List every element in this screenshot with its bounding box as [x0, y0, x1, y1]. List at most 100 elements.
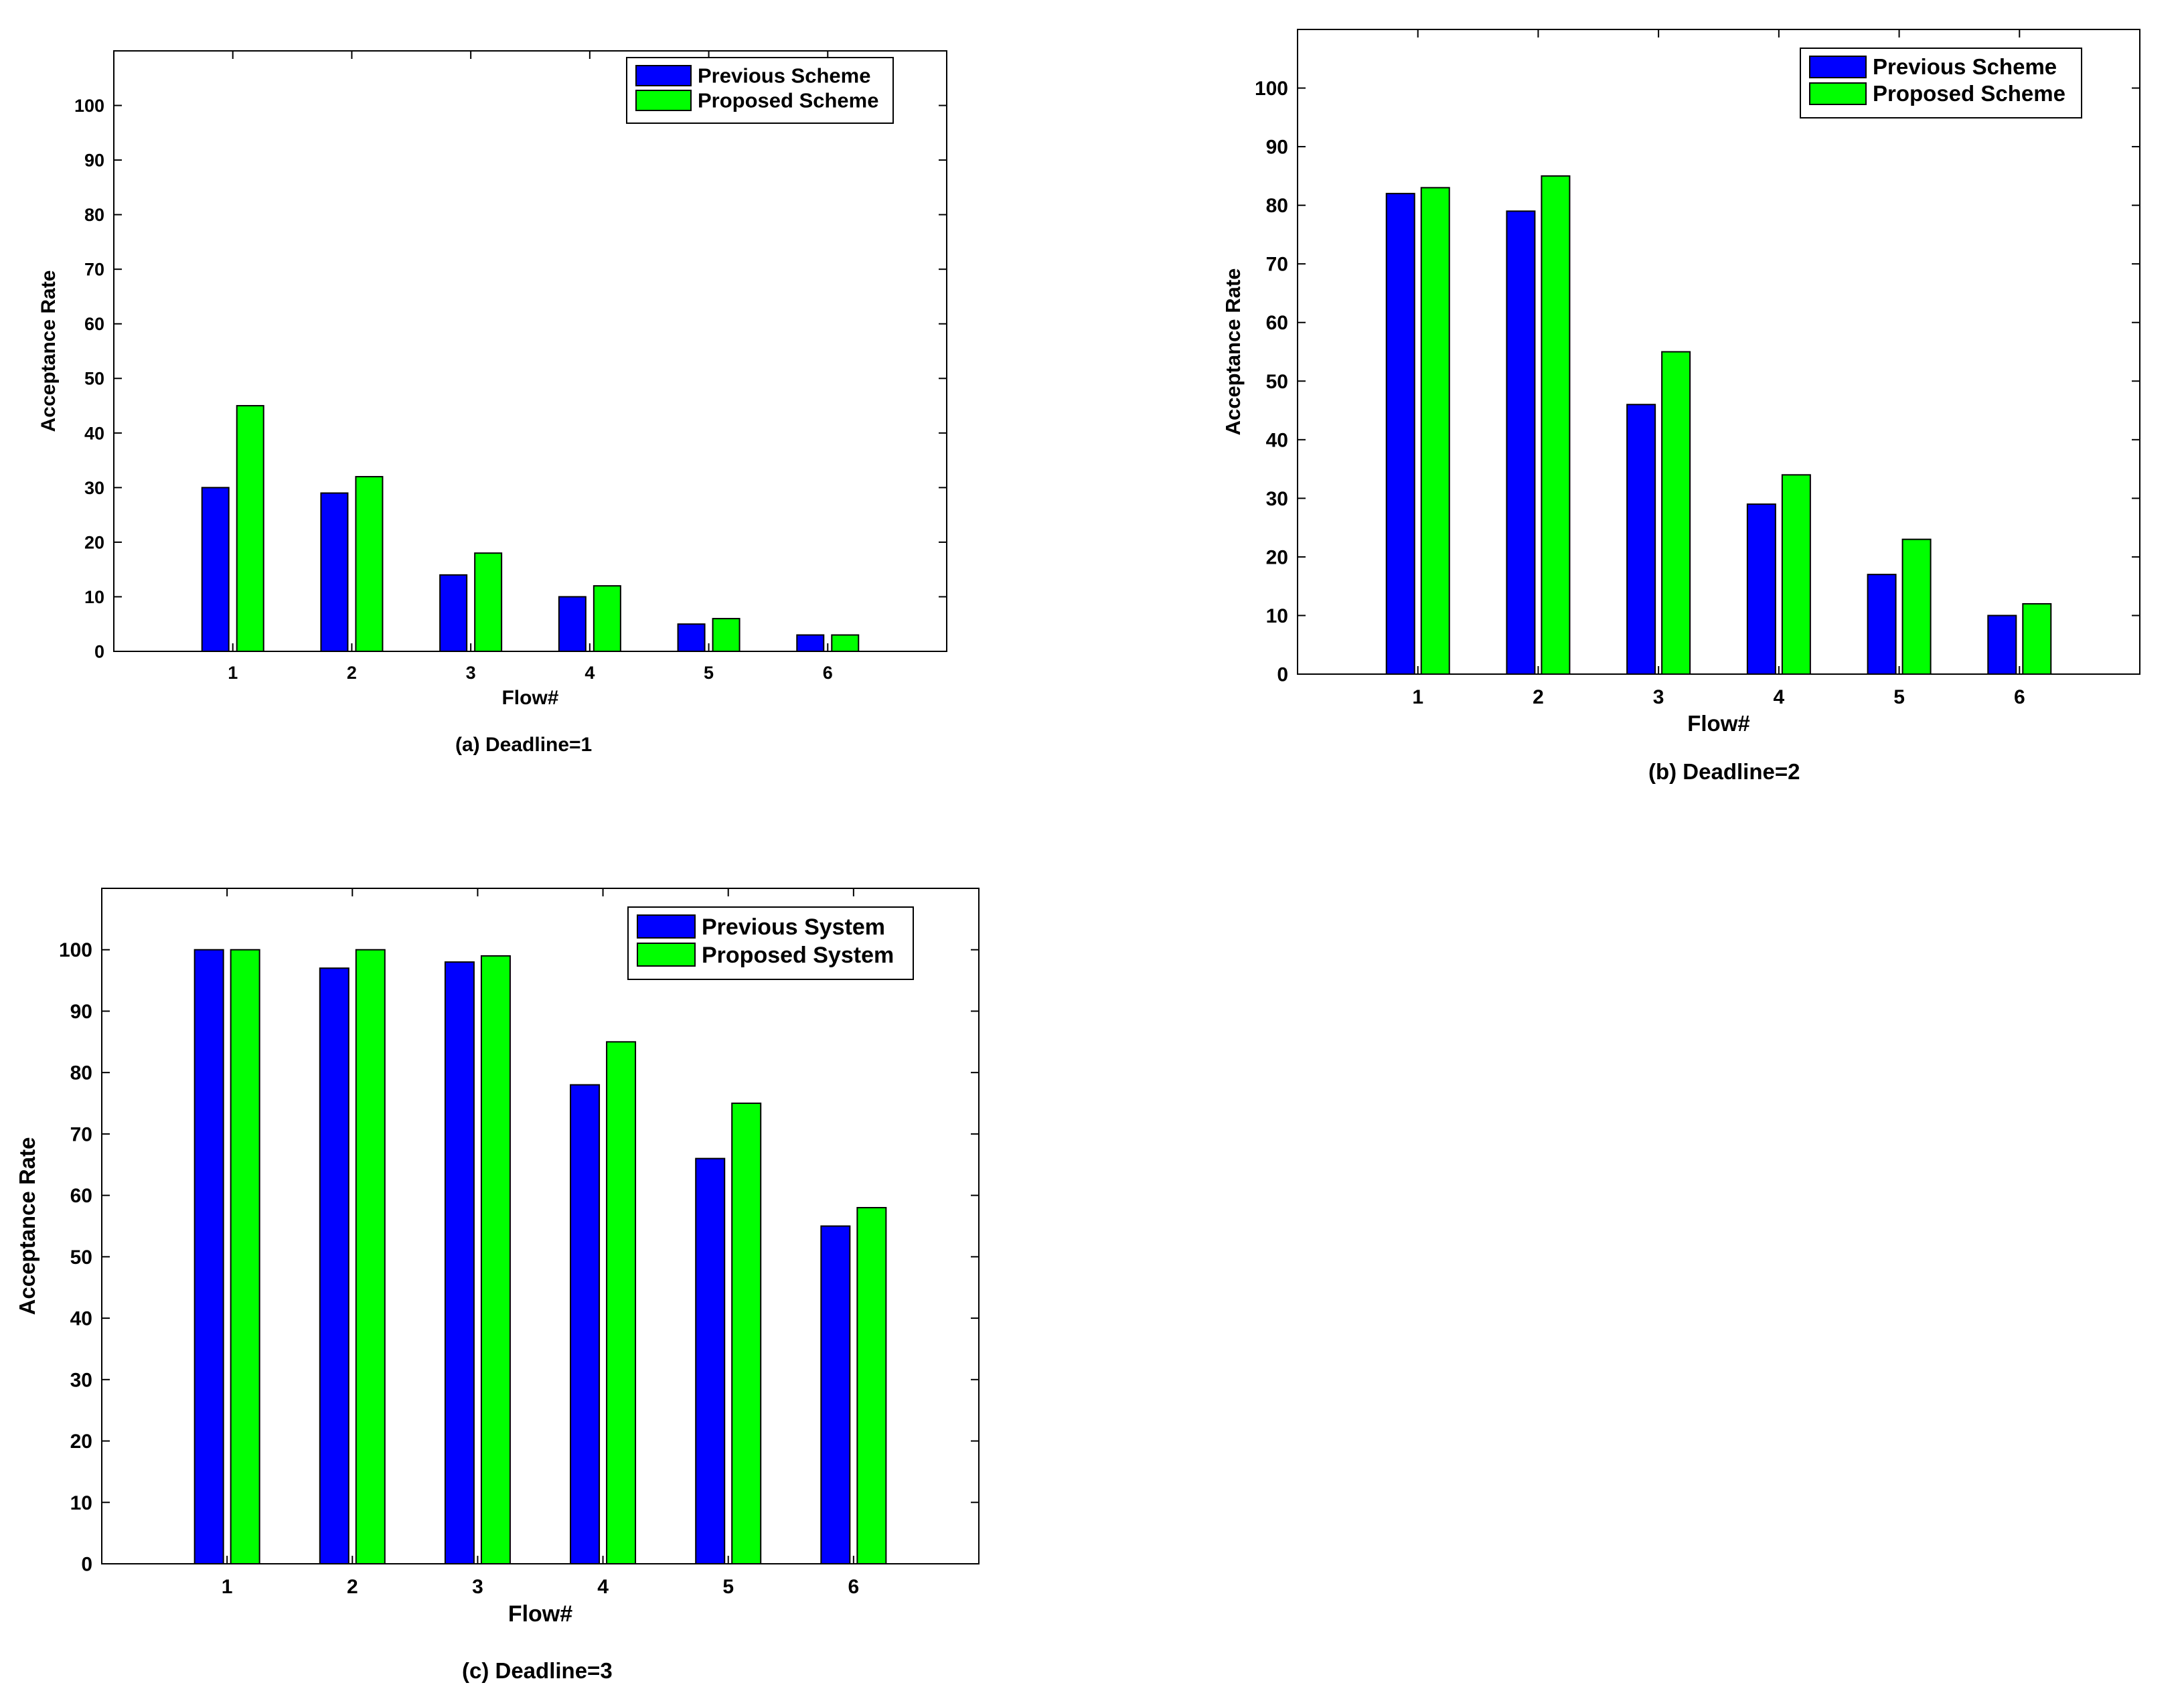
x-axis-label: Flow#	[508, 1601, 572, 1627]
bar-previous-flow-1	[193, 949, 224, 1564]
bar-proposed-flow-5	[712, 618, 740, 653]
bar-previous-flow-4	[570, 1084, 601, 1564]
x-tick-label: 4	[1774, 686, 1785, 708]
legend-swatch-previous	[1809, 56, 1867, 78]
y-tick-label: 0	[1277, 664, 1288, 686]
y-tick-label: 40	[84, 423, 104, 443]
bar-previous-flow-2	[320, 492, 349, 652]
bar-previous-flow-4	[1746, 503, 1776, 675]
legend-label-proposed: Proposed System	[702, 943, 894, 968]
y-axis-label: Acceptance Rate	[1221, 268, 1245, 436]
y-tick-label: 90	[1266, 137, 1288, 159]
x-tick-label: 5	[722, 1576, 734, 1598]
x-axis-label: Flow#	[1687, 711, 1750, 736]
bar-proposed-flow-5	[731, 1103, 762, 1564]
y-tick-label: 30	[84, 478, 104, 498]
bar-proposed-flow-1	[236, 405, 264, 653]
bar-previous-flow-5	[1867, 574, 1897, 675]
bar-previous-flow-5	[677, 623, 706, 653]
y-tick-label: 100	[59, 939, 92, 961]
y-tick-label: 30	[70, 1369, 92, 1391]
bar-previous-flow-6	[1987, 615, 2017, 675]
x-axis-label: Flow#	[501, 687, 558, 709]
legend-swatch-previous	[637, 914, 696, 939]
bar-previous-flow-4	[558, 596, 587, 652]
x-tick-label: 2	[347, 1576, 358, 1598]
bar-previous-flow-2	[319, 967, 349, 1564]
bar-proposed-flow-3	[474, 552, 503, 653]
y-tick-label: 100	[74, 96, 104, 116]
bar-proposed-flow-5	[1901, 538, 1932, 675]
bar-proposed-flow-2	[355, 476, 384, 653]
x-tick-label: 5	[704, 663, 714, 683]
y-tick-label: 70	[70, 1123, 92, 1145]
y-tick-label: 40	[1266, 429, 1288, 451]
bar-proposed-flow-6	[831, 634, 860, 653]
x-tick-label: 1	[228, 663, 238, 683]
bar-proposed-flow-3	[480, 955, 511, 1564]
y-tick-label: 0	[81, 1554, 92, 1576]
y-tick-label: 10	[84, 587, 104, 607]
legend-label-proposed: Proposed Scheme	[698, 89, 878, 112]
y-tick-label: 0	[94, 641, 104, 661]
y-tick-label: 10	[1266, 605, 1288, 627]
bar-previous-flow-3	[439, 574, 468, 652]
x-tick-label: 3	[466, 663, 476, 683]
bar-proposed-flow-4	[593, 585, 621, 652]
y-tick-label: 60	[1266, 312, 1288, 334]
x-tick-label: 4	[584, 663, 595, 683]
y-axis-label: Acceptance Rate	[37, 270, 60, 432]
bar-proposed-flow-2	[1541, 175, 1571, 675]
bar-previous-flow-5	[695, 1157, 726, 1565]
bar-proposed-flow-2	[355, 949, 386, 1564]
bar-previous-flow-6	[820, 1225, 851, 1564]
y-tick-label: 20	[1266, 546, 1288, 568]
y-tick-label: 50	[70, 1246, 92, 1269]
y-axis-label: Acceptance Rate	[15, 1137, 40, 1315]
x-tick-label: 5	[1893, 686, 1905, 708]
bar-previous-flow-1	[1385, 193, 1415, 675]
x-tick-label: 3	[472, 1576, 483, 1598]
bar-previous-flow-1	[201, 487, 230, 653]
y-tick-label: 90	[84, 151, 104, 171]
y-tick-label: 100	[1255, 78, 1288, 100]
bar-proposed-flow-4	[1781, 474, 1811, 675]
chart-c: 0 10 20 30 40 50 60 70 80 90 100 1 2 3 4 5 6 Flow# Accepta…	[15, 888, 980, 1627]
legend-swatch-proposed	[635, 90, 692, 111]
y-tick-label: 90	[70, 1001, 92, 1023]
x-tick-label: 1	[222, 1576, 233, 1598]
caption-b: (b) Deadline=2	[1648, 759, 1800, 784]
bar-proposed-flow-4	[606, 1041, 637, 1564]
chart-a: 0 10 20 30 40 50 60 70 80 90 100 1 2 3 4 5 6 Flow# Accepta…	[37, 50, 947, 709]
y-tick-label: 60	[70, 1185, 92, 1207]
bar-proposed-flow-3	[1661, 351, 1691, 675]
y-tick-label: 40	[70, 1308, 92, 1330]
y-tick-label: 50	[1266, 371, 1288, 393]
y-tick-label: 70	[1266, 254, 1288, 276]
chart-b: 0 10 20 30 40 50 60 70 80 90 100 1 2 3 4 5 6 Flow# Accepta…	[1221, 29, 2140, 736]
bar-previous-flow-3	[1626, 404, 1656, 675]
x-tick-label: 2	[347, 663, 357, 683]
y-tick-label: 80	[1266, 195, 1288, 217]
y-tick-label: 50	[84, 369, 104, 389]
y-tick-label: 60	[84, 314, 104, 334]
y-tick-label: 10	[70, 1492, 92, 1514]
x-tick-label: 6	[848, 1576, 860, 1598]
x-tick-label: 1	[1412, 686, 1423, 708]
x-tick-label: 4	[597, 1576, 609, 1598]
y-tick-label: 30	[1266, 488, 1288, 510]
bar-proposed-flow-6	[856, 1206, 887, 1564]
bar-previous-flow-2	[1506, 210, 1536, 675]
x-tick-label: 6	[2014, 686, 2025, 708]
bar-proposed-flow-1	[230, 949, 260, 1564]
legend-swatch-proposed	[637, 943, 696, 967]
y-tick-label: 20	[84, 532, 104, 552]
legend-label-previous: Previous Scheme	[1873, 54, 2057, 79]
y-tick-label: 20	[70, 1431, 92, 1453]
bar-previous-flow-6	[796, 634, 825, 653]
bar-proposed-flow-1	[1420, 187, 1450, 675]
y-tick-label: 70	[84, 260, 104, 280]
y-tick-label: 80	[70, 1062, 92, 1084]
x-tick-label: 2	[1533, 686, 1544, 708]
bar-previous-flow-3	[444, 961, 475, 1564]
